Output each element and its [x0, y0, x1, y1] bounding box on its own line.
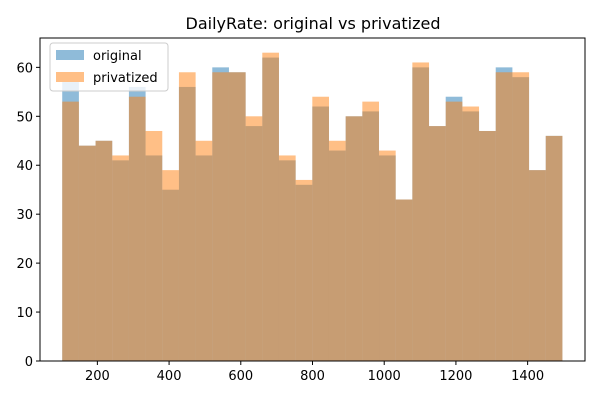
bar-privatized-22 [429, 126, 446, 361]
bar-privatized-19 [379, 150, 396, 361]
chart-title: DailyRate: original vs privatized [186, 14, 441, 33]
bar-privatized-10 [228, 72, 246, 362]
bar-privatized-25 [479, 130, 496, 361]
bar-privatized-14 [295, 179, 313, 361]
bar-privatized-9 [212, 72, 229, 362]
bar-privatized-23 [445, 101, 463, 361]
bar-privatized-4 [128, 96, 146, 362]
y-tick-label: 60 [16, 61, 33, 76]
bar-privatized-0 [62, 101, 79, 361]
series-privatized-bars [62, 52, 563, 362]
legend-swatch-original [56, 50, 84, 60]
bar-privatized-28 [529, 170, 546, 361]
bar-privatized-18 [362, 101, 380, 361]
bar-privatized-2 [95, 140, 113, 361]
bar-privatized-8 [195, 140, 213, 361]
y-axis: 0 10 20 30 40 50 60 [16, 61, 40, 370]
x-tick-label: 800 [300, 369, 325, 384]
y-tick-label: 30 [16, 208, 33, 223]
bar-privatized-27 [512, 72, 530, 362]
y-tick-label: 50 [16, 110, 33, 125]
x-tick-label: 1000 [368, 369, 401, 384]
x-tick-label: 1400 [511, 369, 544, 384]
y-tick-label: 40 [16, 159, 33, 174]
y-tick-label: 10 [16, 306, 33, 321]
plot-area: 200 400 600 800 1000 1200 1400 0 10 20 30 40 50 60 [16, 37, 586, 384]
bar-privatized-21 [412, 62, 430, 361]
legend-label-privatized: privatized [93, 71, 158, 86]
bar-privatized-5 [145, 130, 163, 361]
y-tick-label: 20 [16, 257, 33, 272]
legend: original privatized [49, 42, 169, 92]
bar-privatized-6 [162, 170, 179, 361]
legend-label-original: original [93, 49, 142, 64]
bar-privatized-11 [245, 116, 263, 361]
bar-privatized-1 [78, 145, 96, 361]
x-axis: 200 400 600 800 1000 1200 1400 [85, 361, 544, 384]
bar-privatized-12 [262, 52, 279, 361]
bar-privatized-26 [495, 72, 513, 362]
legend-swatch-privatized [56, 72, 84, 82]
bar-privatized-17 [345, 116, 363, 361]
x-tick-label: 400 [157, 369, 182, 384]
x-tick-label: 600 [228, 369, 253, 384]
bar-privatized-24 [462, 106, 480, 361]
x-tick-label: 1200 [439, 369, 472, 384]
bar-privatized-16 [328, 140, 346, 361]
bar-privatized-29 [545, 135, 563, 361]
bar-privatized-15 [312, 96, 329, 362]
bar-privatized-13 [278, 155, 296, 361]
bar-privatized-7 [178, 72, 196, 362]
x-tick-label: 200 [85, 369, 110, 384]
bar-privatized-20 [395, 199, 413, 361]
y-tick-label: 0 [25, 355, 33, 370]
bar-privatized-3 [112, 155, 129, 361]
